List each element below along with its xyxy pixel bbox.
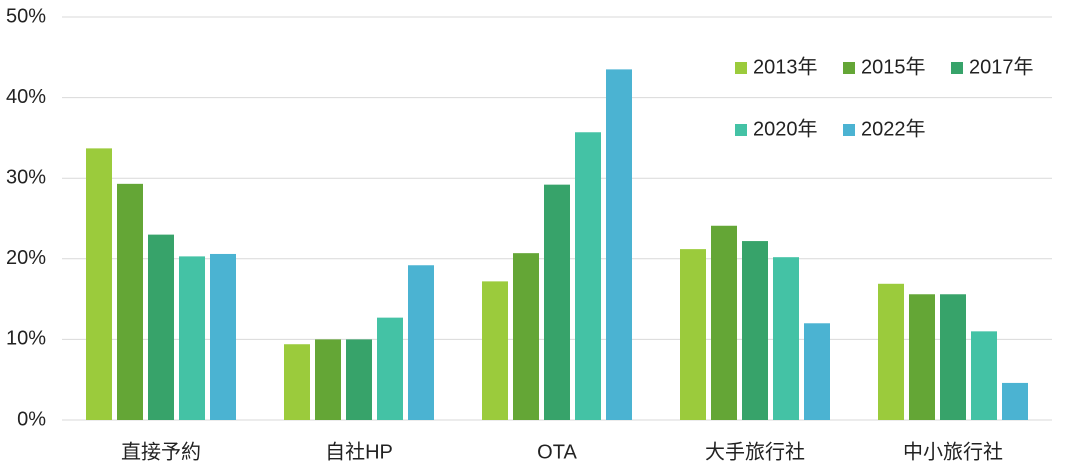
bar xyxy=(148,234,174,420)
legend-swatch xyxy=(951,62,963,74)
x-tick-label: 中小旅行社 xyxy=(903,440,1003,463)
bar xyxy=(575,132,601,420)
bar xyxy=(513,253,539,420)
bar xyxy=(711,225,737,420)
bar xyxy=(680,249,706,420)
legend-swatch xyxy=(735,62,747,74)
bar xyxy=(117,183,143,420)
legend-label: 2022年 xyxy=(861,117,926,140)
bar xyxy=(971,331,997,420)
legend-swatch xyxy=(843,124,855,136)
legend-label: 2015年 xyxy=(861,55,926,78)
bar xyxy=(804,323,830,420)
bar xyxy=(544,184,570,420)
y-tick-label: 30% xyxy=(6,166,46,188)
legend-label: 2017年 xyxy=(969,55,1034,78)
bar xyxy=(742,241,768,420)
bar xyxy=(210,253,236,420)
y-tick-label: 50% xyxy=(6,5,46,27)
y-tick-label: 40% xyxy=(6,86,46,108)
bar xyxy=(1002,382,1028,420)
bar xyxy=(179,256,205,420)
y-tick-label: 20% xyxy=(6,247,46,269)
bar xyxy=(284,344,310,420)
legend-label: 2020年 xyxy=(753,117,818,140)
y-tick-label: 10% xyxy=(6,328,46,350)
legend-label: 2013年 xyxy=(753,55,818,78)
y-tick-label: 0% xyxy=(17,408,46,430)
bar xyxy=(482,281,508,420)
bar xyxy=(377,317,403,420)
bar xyxy=(346,339,372,420)
x-tick-label: OTA xyxy=(537,441,577,463)
bar xyxy=(940,294,966,420)
x-tick-label: 直接予約 xyxy=(121,440,201,463)
bar xyxy=(773,257,799,420)
bar xyxy=(909,294,935,420)
bar xyxy=(86,148,112,421)
x-tick-label: 大手旅行社 xyxy=(705,440,805,463)
legend-swatch xyxy=(735,124,747,136)
bar xyxy=(408,265,434,420)
bar xyxy=(315,339,341,420)
bar xyxy=(878,283,904,420)
bar xyxy=(606,69,632,420)
legend-swatch xyxy=(843,62,855,74)
x-tick-label: 自社HP xyxy=(325,440,393,463)
